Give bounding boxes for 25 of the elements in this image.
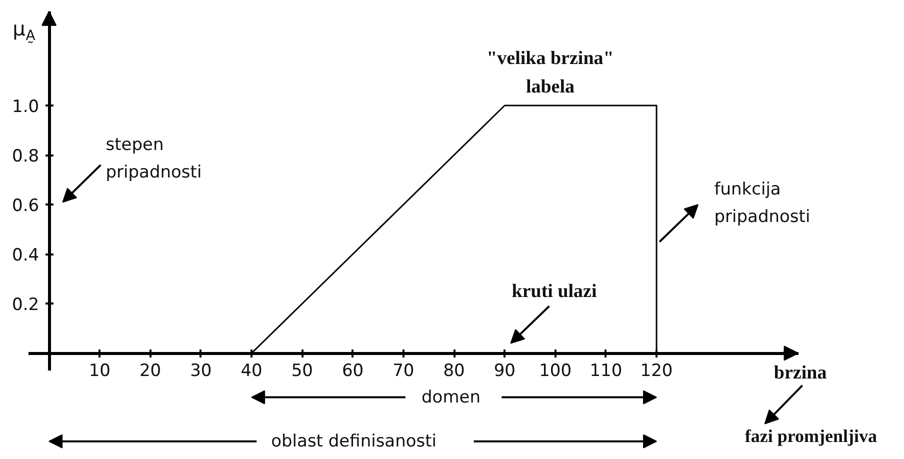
x-tick-label: 50	[291, 361, 313, 382]
x-tick-label: 60	[342, 361, 364, 382]
x-tick-label: 110	[590, 361, 622, 382]
text: domen	[422, 387, 481, 408]
x-tick-label: 30	[190, 361, 212, 382]
x-tick-label: 40	[240, 361, 262, 382]
y-tick-label: 0.8	[12, 146, 40, 167]
x-tick-label: 20	[139, 361, 162, 382]
x-tick-label: 80	[443, 361, 465, 382]
annotation: kruti ulazi	[512, 280, 597, 302]
x-axis-title: brzina	[774, 362, 828, 384]
text: oblast definisanosti	[271, 431, 437, 452]
x-tick-label: 70	[392, 361, 414, 382]
y-tick-label: 1.0	[12, 97, 40, 118]
x-tick-label: 90	[494, 361, 516, 382]
y-tick-label: 0.2	[12, 295, 40, 316]
y-tick-label: 0.6	[12, 196, 40, 216]
x-tick-label: 10	[88, 361, 111, 382]
annotation: stepen pripadnosti	[106, 135, 202, 182]
annotation: funkcija pripadnosti	[714, 180, 810, 227]
annotation: "velika brzina" labela	[486, 48, 614, 98]
text: fazi promjenljiva	[744, 426, 878, 446]
y-tick-label: 0.4	[12, 246, 40, 266]
x-tick-label: 120	[640, 361, 673, 382]
x-tick-label: 100	[539, 361, 572, 382]
